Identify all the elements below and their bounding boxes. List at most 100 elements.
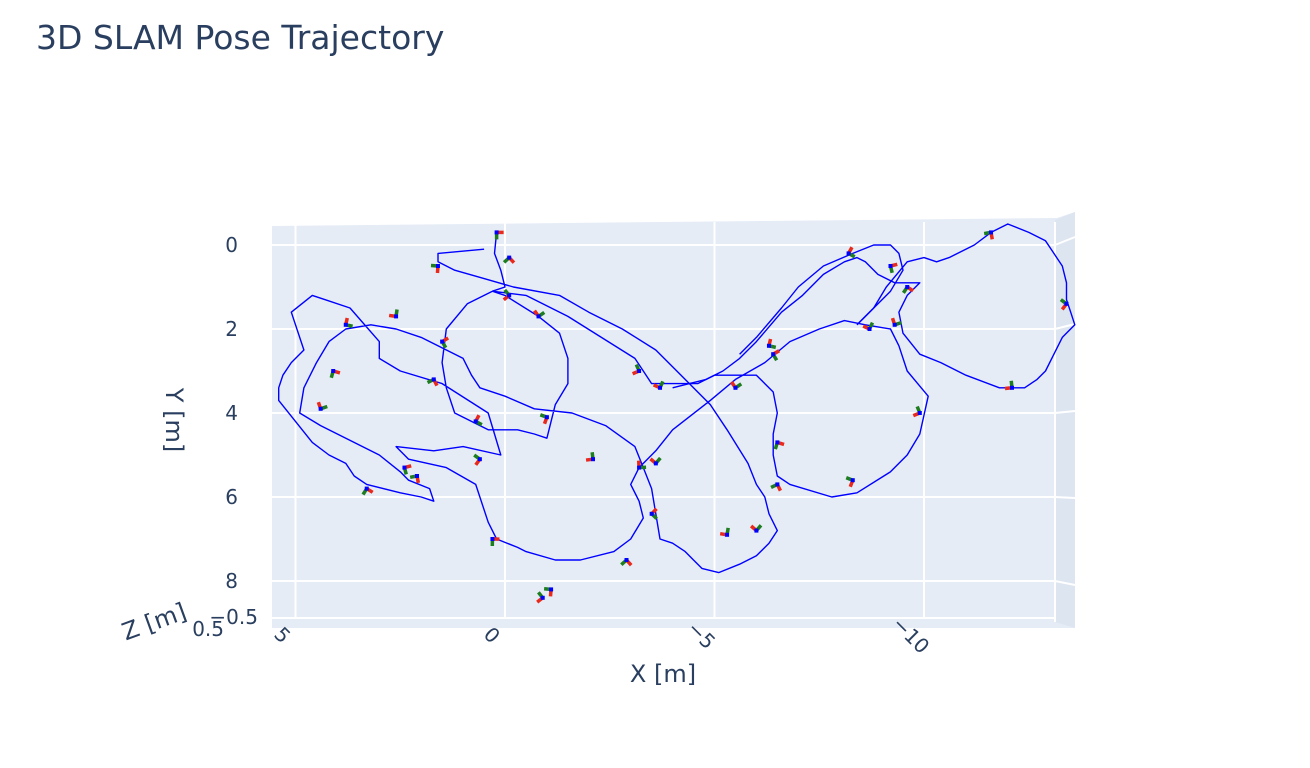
pose-marker — [770, 482, 782, 492]
z-tick-label: −0.5 — [209, 605, 258, 629]
pose-z-axis — [637, 369, 642, 373]
pose-z-axis — [649, 511, 654, 516]
pose-marker — [652, 380, 665, 390]
pose-marker — [1059, 298, 1069, 311]
pose-marker — [771, 349, 781, 362]
pose-marker — [543, 587, 554, 597]
side-gridline — [1054, 580, 1076, 586]
pose-z-axis — [536, 314, 541, 319]
pose-marker — [539, 413, 549, 425]
z-axis-title: Z [m] — [118, 597, 190, 646]
pose-z-axis — [766, 343, 771, 348]
scene-side-wall — [1055, 212, 1075, 628]
pose-marker — [846, 246, 856, 259]
pose-z-axis — [431, 377, 436, 382]
pose-z-axis — [775, 440, 780, 445]
pose-marker — [329, 369, 341, 379]
pose-marker — [730, 381, 743, 390]
y-axis-title: Y [m] — [160, 387, 188, 452]
pose-z-axis — [473, 419, 478, 424]
pose-marker — [636, 460, 647, 470]
pose-z-axis — [754, 528, 759, 533]
pose-marker — [901, 285, 915, 294]
pose-marker — [1004, 380, 1014, 391]
pose-z-axis — [490, 537, 495, 541]
pose-z-axis — [364, 486, 369, 491]
pose-z-axis — [544, 415, 549, 420]
trajectory-lines — [278, 223, 1076, 574]
pose-marker — [426, 377, 439, 387]
pose-marker — [473, 414, 483, 427]
trajectory-segment-2 — [739, 244, 904, 355]
z-tick-labels: 0.5−0.5 — [192, 605, 258, 641]
pose-marker — [409, 474, 421, 484]
pose-marker — [502, 255, 516, 264]
pose-z-axis — [402, 465, 407, 470]
pose-marker — [649, 456, 662, 466]
pose-z-axis — [867, 327, 872, 331]
pose-z-axis — [494, 230, 499, 235]
pose-marker — [890, 317, 902, 327]
pose-z-axis — [415, 474, 420, 478]
pose-z-axis — [331, 369, 336, 373]
pose-marker — [361, 486, 374, 496]
pose-z-axis — [905, 285, 910, 289]
pose-marker — [983, 230, 994, 240]
side-gridline — [1054, 236, 1076, 246]
pose-z-axis — [892, 322, 897, 327]
pose-z-axis — [775, 482, 780, 487]
pose-z-axis — [725, 532, 730, 537]
pose-z-axis — [507, 293, 512, 298]
y-tick-label: 6 — [225, 485, 238, 509]
pose-z-axis — [888, 264, 893, 268]
trajectory-segment-1 — [672, 223, 1076, 389]
pose-marker — [388, 309, 399, 319]
pose-z-axis — [733, 385, 738, 390]
scene-background — [272, 212, 1075, 628]
chart-title: 3D SLAM Pose Trajectory — [36, 18, 445, 57]
pose-z-axis — [850, 478, 855, 483]
pose-z-axis — [343, 322, 348, 327]
pose-z-axis — [549, 587, 554, 592]
pose-marker — [719, 527, 730, 537]
pose-marker — [502, 288, 512, 302]
x-axis-title: X [m] — [630, 660, 696, 688]
y-tick-label: 2 — [225, 317, 238, 341]
side-gridline — [1054, 496, 1076, 499]
pose-marker — [585, 452, 595, 462]
pose-marker — [888, 262, 898, 274]
pose-z-axis — [590, 457, 595, 462]
pose-marker — [773, 440, 785, 450]
pose-z-axis — [917, 411, 922, 415]
pose-z-axis — [477, 457, 482, 462]
pose-marker — [536, 591, 545, 604]
pose-marker — [649, 507, 658, 520]
pose-z-axis — [318, 406, 323, 411]
y-tick-label: 0 — [225, 233, 238, 257]
pose-marker — [845, 476, 855, 488]
pose-z-axis — [637, 465, 642, 470]
pose-marker — [749, 524, 763, 533]
pose-marker — [631, 363, 642, 376]
z-tick-label: 0.5 — [192, 617, 224, 641]
pose-marker — [912, 405, 922, 418]
y-tick-label: 4 — [225, 401, 238, 425]
pose-z-axis — [1064, 301, 1069, 306]
pose-marker — [766, 338, 777, 350]
pose-marker — [473, 453, 482, 466]
pose-marker — [402, 464, 412, 475]
pose-z-axis — [989, 230, 994, 235]
pose-marker — [620, 558, 633, 567]
pose-z-axis — [658, 385, 663, 390]
pose-z-axis — [624, 558, 629, 562]
pose-z-axis — [440, 339, 445, 344]
y-tick-labels: 0 2 4 6 8 — [225, 233, 238, 593]
pose-marker — [494, 230, 504, 240]
pose-marker — [490, 537, 500, 547]
side-gridline — [1054, 410, 1076, 414]
pose-z-axis — [394, 314, 399, 319]
pose-z-axis — [771, 352, 776, 357]
pose-marker — [430, 263, 440, 274]
pose-z-axis — [540, 595, 545, 600]
